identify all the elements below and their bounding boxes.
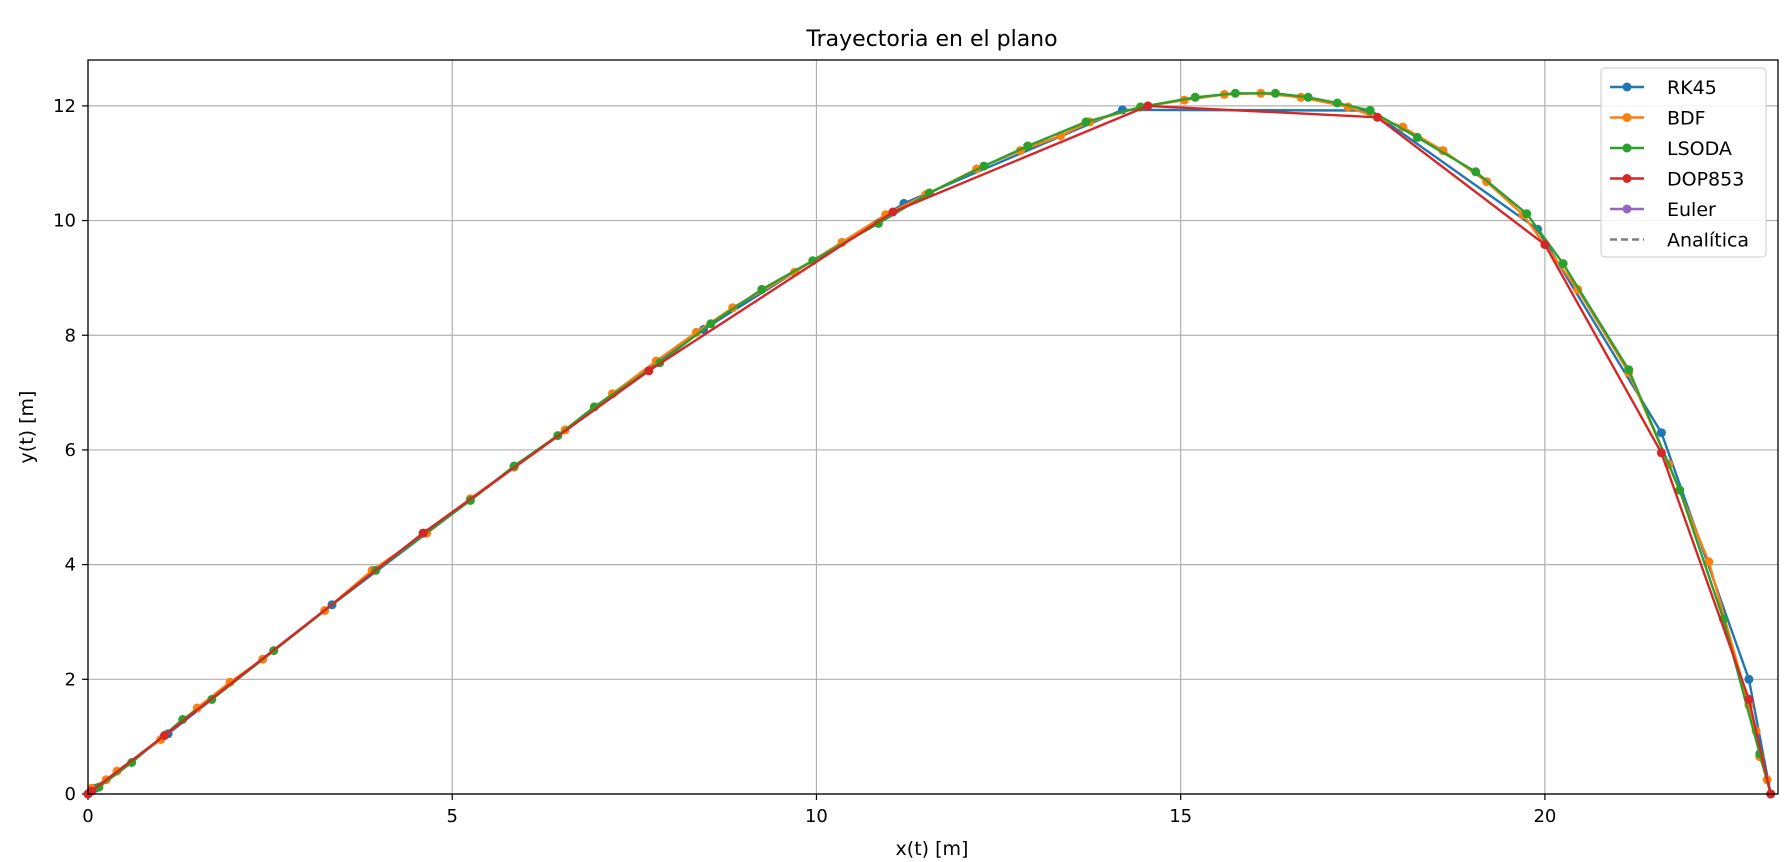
data-point-lsoda [1081,117,1091,127]
legend: RK45 BDF LSODA DOP853 Euler Analítica [1600,67,1767,258]
data-point-lsoda [979,161,989,171]
data-point-rk45 [1656,428,1666,438]
data-point-lsoda [1471,167,1481,177]
data-point-dop853 [888,207,898,217]
data-point-bdf [1704,557,1714,567]
legend-marker [1622,143,1632,153]
data-point-lsoda [1558,259,1568,269]
legend-marker [1622,82,1632,92]
data-point-lsoda [1675,485,1685,495]
x-axis-label: x(t) [m] [896,838,969,860]
data-point-dop853 [418,528,428,538]
chart-title: Trayectoria en el plano [805,27,1057,52]
data-point-dop853 [87,786,97,796]
legend-label: RK45 [1667,77,1717,99]
y-tick-label: 2 [65,669,76,690]
legend-item-dop853: DOP853 [1610,169,1744,191]
data-point-dop853 [1372,112,1382,122]
legend-label: LSODA [1667,138,1732,160]
series-layer [83,88,1776,799]
y-tick-label: 12 [53,96,76,117]
legend-item-euler: Euler [1610,199,1716,221]
data-point-dop853 [1656,448,1666,458]
data-point-lsoda [1332,98,1342,108]
x-tick-label: 20 [1533,806,1556,827]
x-tick-label: 15 [1169,806,1192,827]
data-point-rk45 [1744,674,1754,684]
data-point-lsoda [1023,141,1033,151]
plot-frame [87,59,1779,795]
x-tick-label: 10 [805,806,828,827]
data-point-lsoda [1522,209,1532,219]
legend-item-lsoda: LSODA [1610,138,1732,160]
y-tick-label: 8 [65,325,76,346]
x-tick-label: 5 [446,806,457,827]
x-tick-label: 0 [82,806,93,827]
data-point-lsoda [1190,92,1200,102]
data-point-lsoda [1230,88,1240,98]
legend-item-rk45: RK45 [1610,77,1717,99]
legend-marker [1622,204,1632,214]
data-point-lsoda [1365,106,1375,115]
data-point-lsoda [1412,132,1422,142]
legend-label: Analítica [1667,230,1749,252]
legend-item-anal-tica: Analítica [1610,230,1749,252]
y-axis-label: y(t) [m] [16,391,38,464]
y-tick-label: 10 [53,211,76,232]
data-point-lsoda [1303,92,1313,102]
legend-label: BDF [1667,108,1706,130]
legend-label: Euler [1667,199,1716,221]
data-point-dop853 [1143,101,1153,111]
data-point-dop853 [160,731,169,740]
y-tick-label: 6 [65,440,76,461]
legend-item-bdf: BDF [1610,108,1706,130]
data-point-lsoda [706,319,716,329]
data-point-dop853 [1744,694,1754,704]
data-point-lsoda [1270,88,1280,98]
legend-label: DOP853 [1667,169,1744,191]
series-dop853 [83,101,1776,799]
y-tick-label: 0 [65,784,76,805]
data-point-lsoda [1624,365,1634,375]
legend-marker [1622,174,1632,183]
series-line-dop853 [87,104,1772,795]
legend-marker [1622,113,1632,122]
data-point-lsoda [757,284,767,294]
data-point-dop853 [644,366,654,376]
y-tick-label: 4 [65,555,76,576]
data-point-dop853 [1540,240,1550,250]
